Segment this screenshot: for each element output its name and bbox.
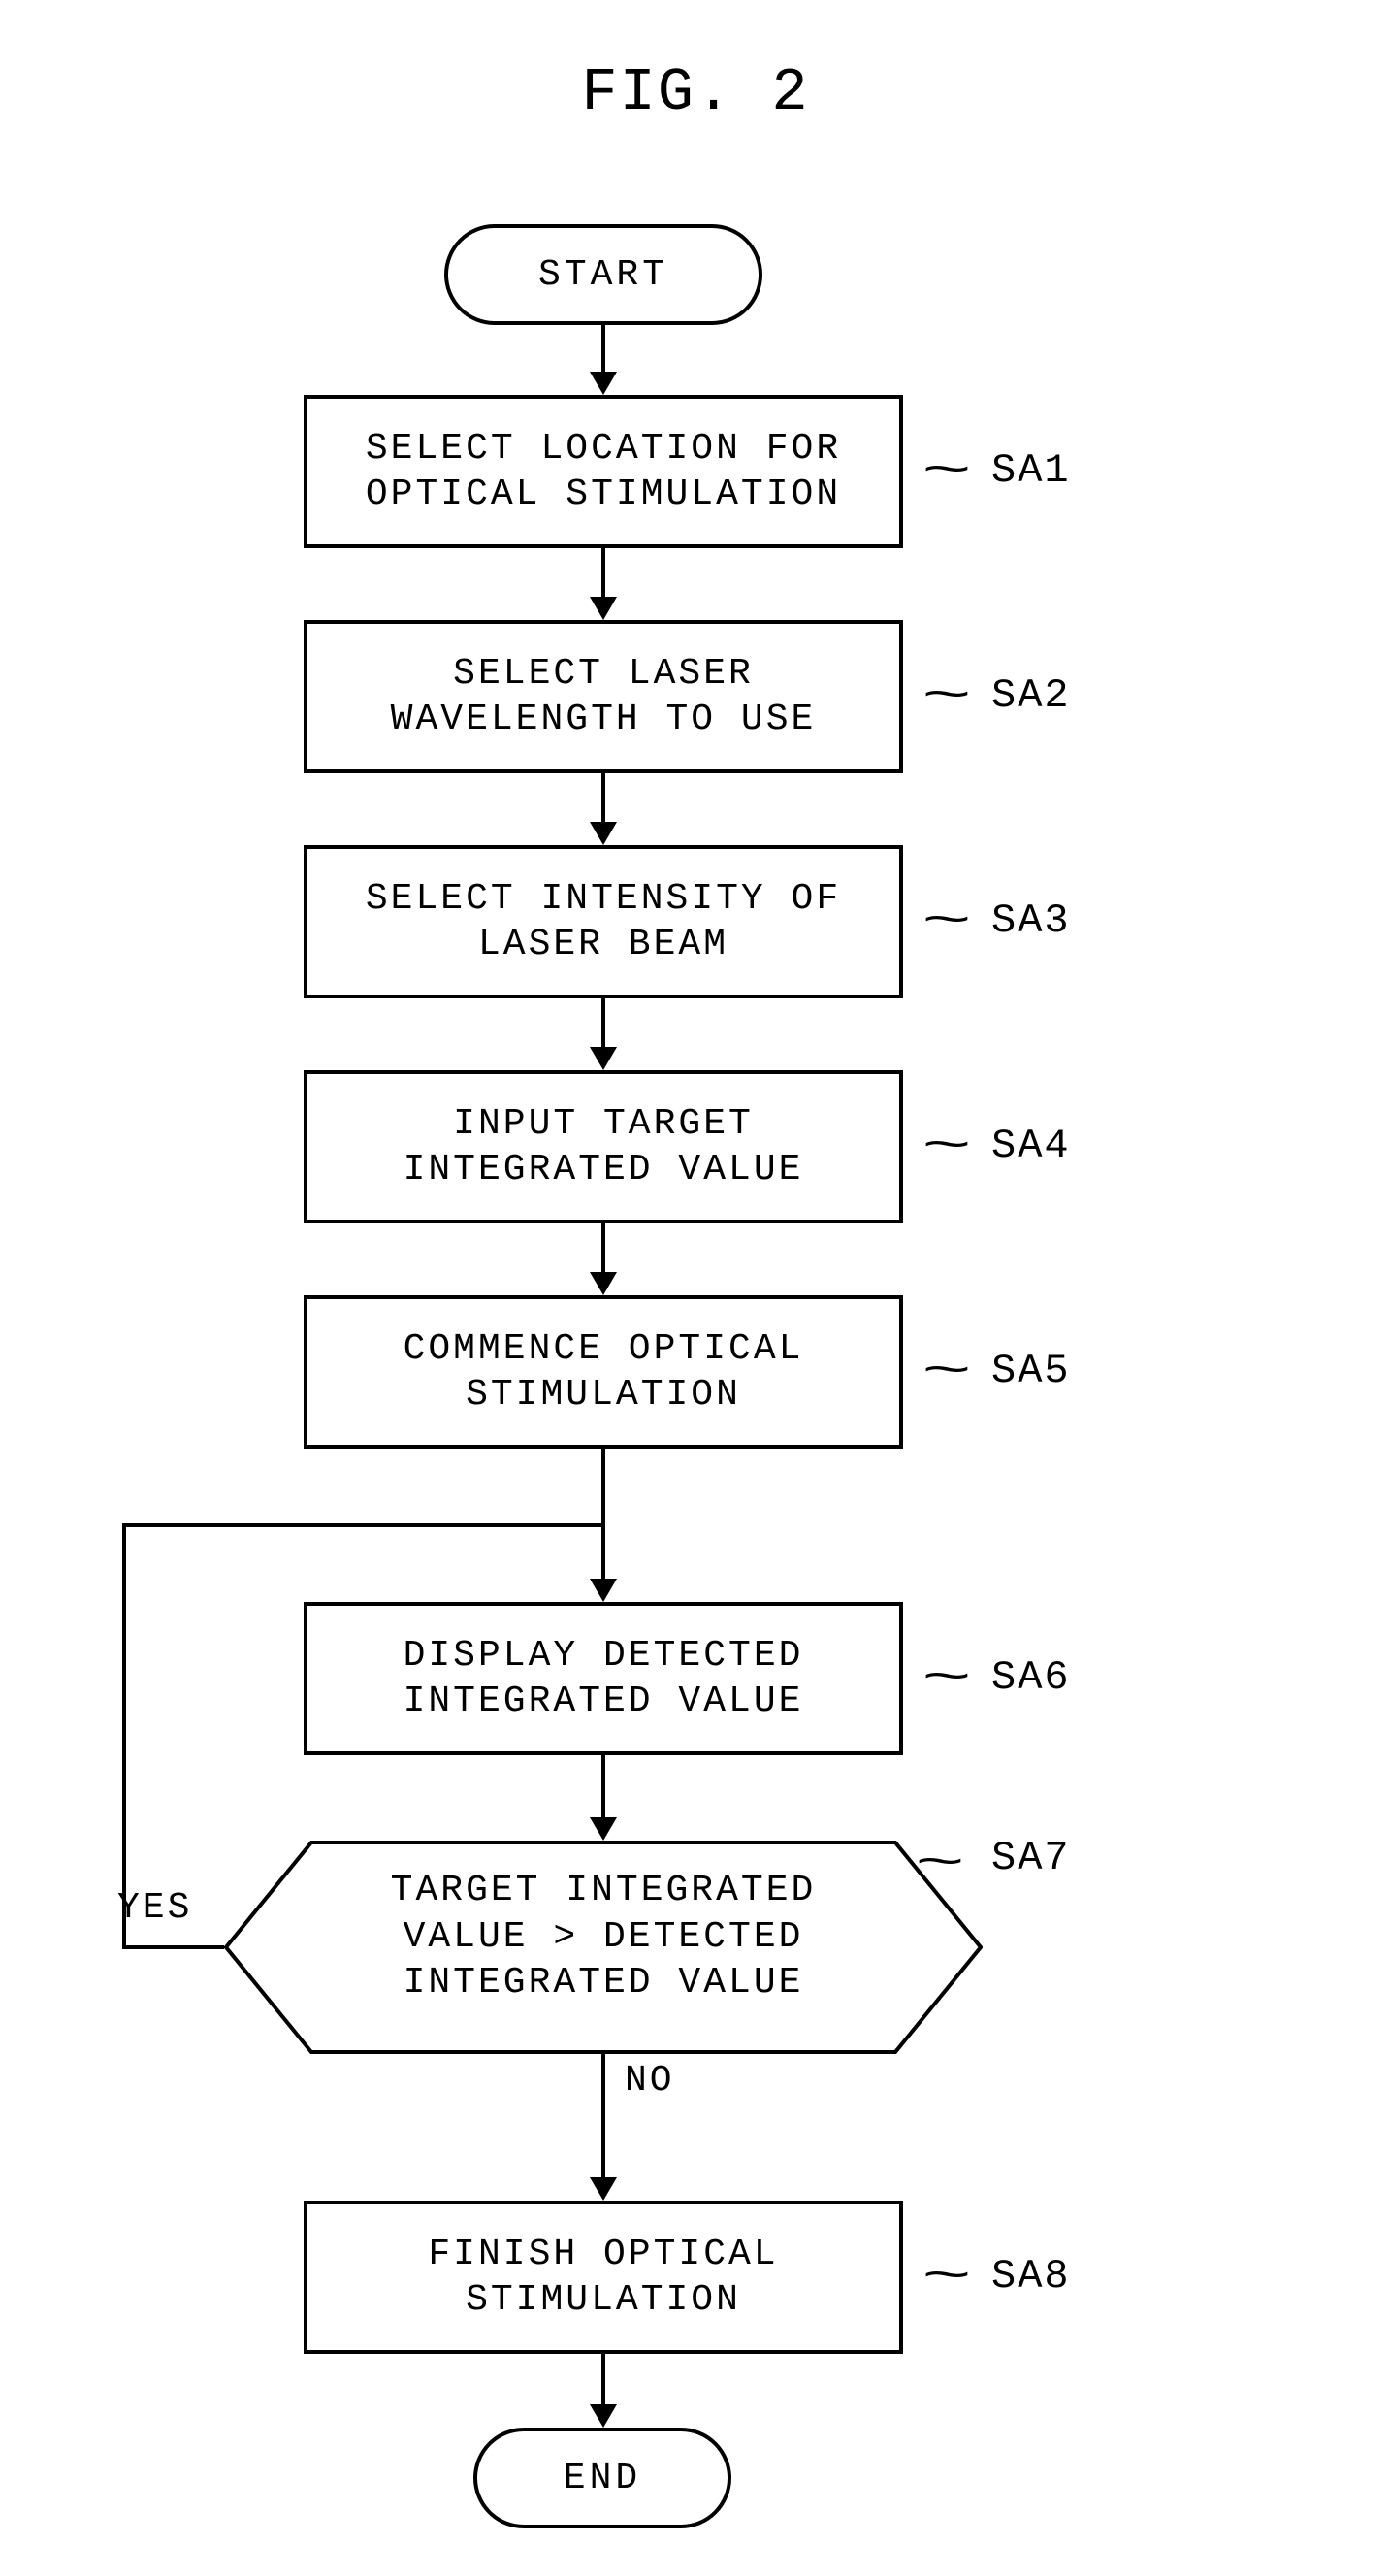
start-terminal: START [444,224,762,325]
process-sa3: SELECT INTENSITY OF LASER BEAM [304,845,903,998]
process-sa4: INPUT TARGET INTEGRATED VALUE [304,1070,903,1223]
flow-line [601,1449,605,1582]
process-sa5: COMMENCE OPTICAL STIMULATION [304,1295,903,1449]
flow-line [601,548,605,601]
step-label-sa2: SA2 [991,672,1071,719]
arrowhead-icon [590,2177,617,2201]
flow-line [122,1523,605,1527]
connector-tilde: ~ [922,893,971,946]
arrowhead-icon [590,822,617,845]
process-sa1: SELECT LOCATION FOR OPTICAL STIMULATION [304,395,903,548]
decision-text: TARGET INTEGRATED VALUE > DETECTED INTEG… [224,1868,983,2006]
end-terminal: END [473,2428,731,2528]
flow-line [601,998,605,1051]
yes-label: YES [117,1887,192,1929]
step-label-sa3: SA3 [991,897,1071,944]
flow-line [601,325,605,375]
arrowhead-icon [590,1579,617,1602]
connector-tilde: ~ [922,1118,971,1171]
arrowhead-icon [590,1272,617,1295]
step-label-sa8: SA8 [991,2253,1071,2299]
connector-tilde: ~ [922,1343,971,1396]
flow-line [601,2354,605,2408]
step-label-sa4: SA4 [991,1123,1071,1169]
arrowhead-icon [590,1817,617,1841]
process-sa6: DISPLAY DETECTED INTEGRATED VALUE [304,1602,903,1755]
process-sa8: FINISH OPTICAL STIMULATION [304,2201,903,2354]
no-label: NO [625,2060,675,2102]
step-label-sa1: SA1 [991,447,1071,494]
flow-line [122,1523,126,1949]
flow-line [122,1945,224,1949]
connector-tilde: ~ [922,1649,971,1703]
arrowhead-icon [590,597,617,620]
flow-line [601,2054,605,2181]
flow-line [601,1223,605,1276]
step-label-sa7: SA7 [991,1835,1071,1881]
arrowhead-icon [590,372,617,395]
flow-line [601,1755,605,1821]
flow-line [601,773,605,826]
connector-tilde: ~ [922,668,971,721]
connector-tilde: ~ [922,442,971,496]
step-label-sa5: SA5 [991,1348,1071,1394]
figure-title: FIG. 2 [0,58,1391,127]
connector-tilde: ~ [916,1835,964,1888]
process-sa2: SELECT LASER WAVELENGTH TO USE [304,620,903,773]
arrowhead-icon [590,2404,617,2428]
connector-tilde: ~ [922,2248,971,2301]
step-label-sa6: SA6 [991,1654,1071,1701]
arrowhead-icon [590,1047,617,1070]
